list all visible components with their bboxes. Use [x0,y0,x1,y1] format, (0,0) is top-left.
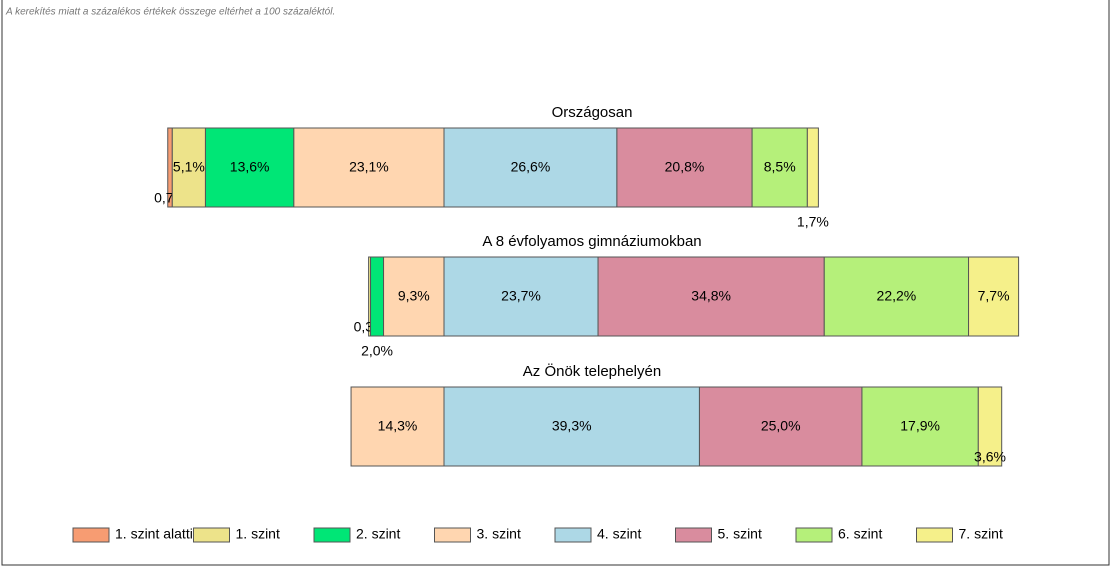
data-label: 22,2% [877,288,917,304]
bar-segment [370,256,385,337]
legend-swatch [554,527,592,543]
legend-swatch [795,527,833,543]
bar-segment [861,386,979,467]
data-label: 39,3% [552,418,592,434]
bar-segment [383,256,445,337]
data-label: 25,0% [761,418,801,434]
data-label: 17,9% [900,418,940,434]
data-label: 13,6% [230,159,270,175]
bar-segment [443,127,618,208]
legend-label: 7. szint [959,526,1003,542]
bar-segment [977,386,1003,467]
legend-swatch [675,527,712,543]
bar-segment [751,127,808,208]
group-title: A 8 évfolyamos gimnáziumokban [482,233,701,250]
bar-segment [698,386,863,467]
group-title: Országosan [552,104,633,121]
legend-label: 1. szint [236,526,280,542]
data-label: 14,3% [378,418,418,434]
legend-label: 6. szint [838,526,882,542]
legend-swatch [72,527,110,543]
data-label: 23,7% [501,288,541,304]
bar-segment [171,127,206,208]
data-label: 9,3% [398,288,430,304]
chart-subtitle: A kerekítés miatt a százalékos értékek ö… [5,7,335,18]
data-label: 5,1% [173,159,205,175]
bar-segment [350,386,445,467]
legend-swatch [193,527,230,543]
legend-label: 1. szint alatti [115,526,193,542]
legend-label: 3. szint [477,526,521,542]
legend-swatch [916,527,953,543]
bar-segment [616,127,753,208]
bar-segment [293,127,445,208]
legend-swatch [313,527,351,543]
data-label: 3,6% [974,449,1006,465]
bar-segment [823,256,970,337]
data-label: 20,8% [665,159,705,175]
legend-label: 4. szint [597,526,641,542]
data-label: 2,0% [361,343,393,359]
bar-segment [204,127,295,208]
bar-segment [597,256,825,337]
legend-swatch [434,527,471,543]
data-label: 34,8% [691,288,731,304]
bar-segment [806,127,819,208]
bar-segment [968,256,1020,337]
data-label: 1,7% [797,214,829,230]
group-title: Az Önök telephelyén [523,362,661,380]
data-label: 8,5% [764,159,796,175]
bar-segment [443,386,700,467]
data-label: 23,1% [349,159,389,175]
legend-label: 2. szint [356,526,400,542]
data-label: 26,6% [511,159,551,175]
data-label: 7,7% [978,288,1010,304]
legend-label: 5. szint [718,526,762,542]
bar-segment [443,256,599,337]
